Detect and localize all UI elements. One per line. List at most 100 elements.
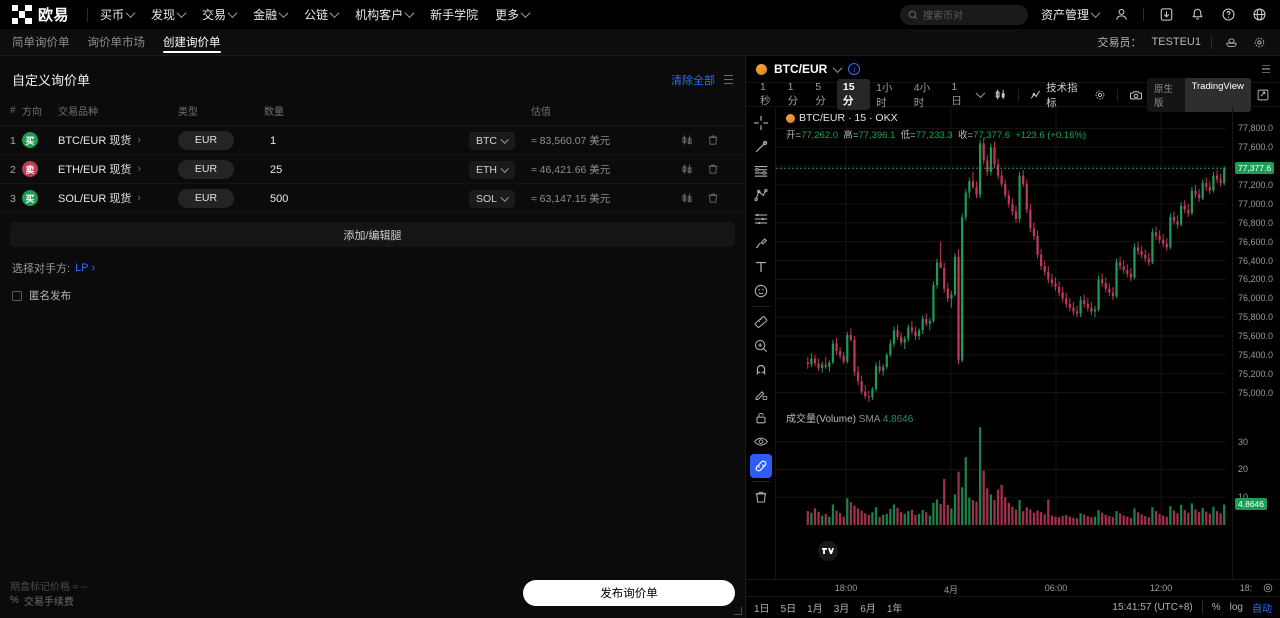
- text-icon[interactable]: [750, 255, 772, 279]
- pencil-lock-icon[interactable]: [750, 382, 772, 406]
- range-1d[interactable]: 1日: [754, 604, 770, 615]
- currency-select[interactable]: ETH: [469, 160, 515, 179]
- trash-icon[interactable]: [750, 485, 772, 509]
- fib-pitchfork-icon[interactable]: [750, 183, 772, 207]
- delete-row-icon[interactable]: [707, 192, 719, 204]
- emoji-icon[interactable]: [750, 279, 772, 303]
- eye-icon[interactable]: [750, 430, 772, 454]
- range-3m[interactable]: 3月: [833, 604, 850, 615]
- scale-auto-toggle[interactable]: 自动: [1252, 604, 1272, 615]
- leg-type-pill[interactable]: EUR: [178, 188, 234, 208]
- currency-select[interactable]: BTC: [469, 131, 515, 150]
- candlestick-icon[interactable]: [681, 134, 693, 146]
- nav-item-finance[interactable]: 金融: [253, 6, 289, 23]
- range-6m[interactable]: 6月: [860, 604, 876, 615]
- time-axis-settings-icon[interactable]: [1262, 582, 1274, 594]
- quantity-input[interactable]: [264, 135, 469, 147]
- timeframe-15m[interactable]: 15分: [836, 79, 871, 110]
- timeframe-1d[interactable]: 1日: [951, 81, 962, 107]
- nav-item-chain[interactable]: 公链: [304, 6, 340, 23]
- brush-icon[interactable]: [750, 231, 772, 255]
- crosshair-icon[interactable]: [750, 111, 772, 135]
- quantity-input[interactable]: [264, 164, 469, 176]
- tab-simple-rfq[interactable]: 简单询价单: [12, 37, 70, 49]
- lock-icon[interactable]: [750, 406, 772, 430]
- chart-settings-icon[interactable]: [1090, 89, 1110, 101]
- delete-row-icon[interactable]: [707, 134, 719, 146]
- nav-item-academy[interactable]: 新手学院: [430, 6, 478, 23]
- chevron-down-icon[interactable]: [975, 88, 986, 98]
- bell-icon[interactable]: [1188, 6, 1206, 24]
- timeframe-1m[interactable]: 1分: [787, 81, 799, 107]
- nav-item-discover[interactable]: 发现: [151, 6, 187, 23]
- range-1y[interactable]: 1年: [886, 604, 903, 615]
- table-row[interactable]: 3 买 SOL/EUR 现货 › EUR SOL ≈ 63,147.15 美元: [0, 183, 745, 213]
- user-icon[interactable]: [1112, 6, 1130, 24]
- link-icon[interactable]: [749, 454, 772, 478]
- nav-item-institutional[interactable]: 机构客户: [355, 6, 415, 23]
- scale-log-toggle[interactable]: log: [1229, 602, 1243, 613]
- nav-item-more[interactable]: 更多: [495, 6, 531, 23]
- range-5d[interactable]: 5日: [780, 604, 797, 615]
- nav-item-buy-crypto[interactable]: 买币: [100, 6, 136, 23]
- candlestick-icon[interactable]: [681, 163, 693, 175]
- counterparty-selector[interactable]: LP ›: [75, 262, 95, 274]
- symbol-selector[interactable]: SOL/EUR 现货 ›: [58, 190, 178, 206]
- candlestick-icon[interactable]: [681, 192, 693, 204]
- chart-pair-name[interactable]: BTC/EUR: [774, 62, 828, 76]
- tab-create-rfq[interactable]: 创建询价单: [163, 29, 221, 55]
- leg-type-pill[interactable]: EUR: [178, 130, 234, 150]
- price-axis[interactable]: 77,800.077,600.077,400.077,200.077,000.0…: [1232, 107, 1280, 579]
- indicators-button[interactable]: 技术指标: [1026, 80, 1090, 110]
- timeframe-5m[interactable]: 5分: [815, 81, 826, 107]
- info-icon[interactable]: i: [848, 63, 861, 75]
- symbol-selector[interactable]: ETH/EUR 现货 ›: [58, 161, 178, 177]
- version-native-option[interactable]: 原生版: [1154, 83, 1174, 109]
- search-input[interactable]: 搜索币对: [899, 4, 1028, 25]
- download-icon[interactable]: [1157, 6, 1175, 24]
- assets-management-menu[interactable]: 资产管理: [1041, 6, 1101, 23]
- range-1m[interactable]: 1月: [807, 604, 823, 615]
- globe-icon[interactable]: [1250, 6, 1268, 24]
- more-options-icon[interactable]: [724, 74, 733, 85]
- clear-all-button[interactable]: 清除全部: [671, 74, 715, 87]
- time-axis[interactable]: 18:00 4月 06:00 12:00 18:: [746, 579, 1280, 596]
- symbol-selector[interactable]: BTC/EUR 现货 ›: [58, 132, 178, 148]
- brand-logo[interactable]: 欧易: [12, 4, 69, 25]
- horizontal-lines-icon[interactable]: [750, 159, 772, 183]
- chevron-down-icon[interactable]: [832, 62, 843, 73]
- resize-handle[interactable]: [734, 607, 742, 615]
- direction-badge-buy[interactable]: 买: [22, 190, 38, 206]
- help-icon[interactable]: [1219, 6, 1237, 24]
- fullscreen-icon[interactable]: [1255, 86, 1272, 104]
- chart-more-icon[interactable]: [1262, 65, 1270, 73]
- chart-type-icon[interactable]: [990, 88, 1011, 101]
- nav-item-trade[interactable]: 交易: [202, 6, 238, 23]
- version-tradingview-option[interactable]: TradingView: [1184, 77, 1251, 112]
- direction-badge-sell[interactable]: 卖: [22, 161, 38, 177]
- tab-rfq-market[interactable]: 询价单市场: [87, 37, 146, 49]
- timeframe-1h[interactable]: 1小时: [876, 81, 893, 109]
- ruler-icon[interactable]: [750, 310, 772, 334]
- magnet-icon[interactable]: [750, 358, 772, 382]
- timeframe-1s[interactable]: 1秒: [760, 81, 771, 107]
- anonymous-checkbox[interactable]: [12, 290, 22, 301]
- pattern-icon[interactable]: [750, 207, 772, 231]
- publish-rfq-button[interactable]: 发布询价单: [523, 580, 735, 606]
- delete-row-icon[interactable]: [707, 163, 719, 175]
- quantity-input[interactable]: [264, 193, 469, 205]
- table-row[interactable]: 2 卖 ETH/EUR 现货 › EUR ETH ≈ 46,421.66 美元: [0, 154, 745, 184]
- currency-select[interactable]: SOL: [469, 189, 515, 208]
- zoom-icon[interactable]: [750, 334, 772, 358]
- gear-icon[interactable]: [1250, 33, 1268, 51]
- chart-plot-area[interactable]: BTC/EUR · 15 · OKX 开=77,262.0 高=77,396.1…: [776, 107, 1232, 579]
- timeframe-4h[interactable]: 4小时: [913, 81, 931, 109]
- add-edit-leg-button[interactable]: 添加/编辑腿: [10, 222, 735, 247]
- leg-type-pill[interactable]: EUR: [178, 159, 234, 179]
- direction-badge-buy[interactable]: 买: [22, 132, 38, 148]
- snapshot-icon[interactable]: [1125, 89, 1147, 101]
- scale-percent-toggle[interactable]: %: [1211, 602, 1221, 613]
- hat-icon[interactable]: [1222, 33, 1240, 51]
- trendline-icon[interactable]: [750, 135, 772, 159]
- table-row[interactable]: 1 买 BTC/EUR 现货 › EUR BTC ≈ 83,560.07 美元: [0, 125, 745, 155]
